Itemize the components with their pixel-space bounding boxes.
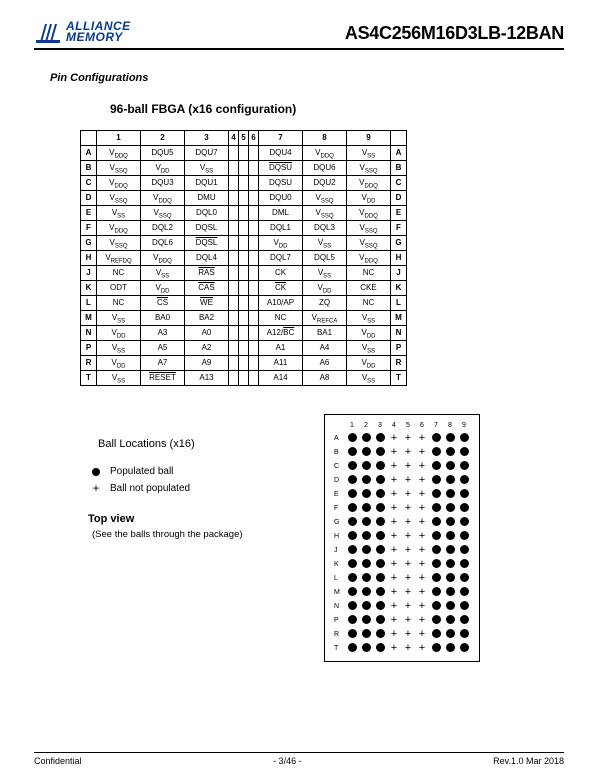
legend-not-populated-label: Ball not populated (110, 483, 190, 494)
section-title: Pin Configurations (50, 72, 564, 84)
ball-locations-heading: Ball Locations (x16) (98, 438, 298, 450)
top-view-label: Top view (88, 513, 298, 525)
logo-text: ALLIANCE MEMORY (66, 21, 131, 44)
ball-locations-text: Ball Locations (x16) Populated ball + Ba… (88, 414, 298, 662)
footer-center: - 3/46 - (273, 756, 302, 766)
page-footer: Confidential - 3/46 - Rev.1.0 Mar 2018 (34, 752, 564, 766)
subsection-title: 96-ball FBGA (x16 configuration) (110, 102, 564, 116)
logo: ALLIANCE MEMORY (34, 20, 131, 44)
lower-section: Ball Locations (x16) Populated ball + Ba… (88, 414, 564, 662)
footer-right: Rev.1.0 Mar 2018 (493, 756, 564, 766)
footer-left: Confidential (34, 756, 82, 766)
legend-populated-label: Populated ball (110, 466, 173, 477)
pin-table: 123456789AVDDQDQU5DQU7DQU4VDDQVSSABVSSQV… (80, 130, 564, 386)
legend-not-populated: + Ball not populated (92, 481, 298, 495)
populated-ball-icon (92, 468, 100, 476)
logo-icon (34, 20, 62, 44)
logo-line-2: MEMORY (66, 32, 131, 43)
part-number: AS4C256M16D3LB-12BAN (345, 23, 564, 44)
ball-grid: 123456789A+++B+++C+++D+++E+++F+++G+++H++… (324, 414, 480, 662)
not-populated-icon: + (92, 481, 100, 495)
datasheet-page: ALLIANCE MEMORY AS4C256M16D3LB-12BAN Pin… (0, 0, 598, 778)
top-view-subnote: (See the balls through the package) (92, 529, 298, 540)
legend-populated: Populated ball (92, 466, 298, 477)
page-header: ALLIANCE MEMORY AS4C256M16D3LB-12BAN (34, 20, 564, 50)
